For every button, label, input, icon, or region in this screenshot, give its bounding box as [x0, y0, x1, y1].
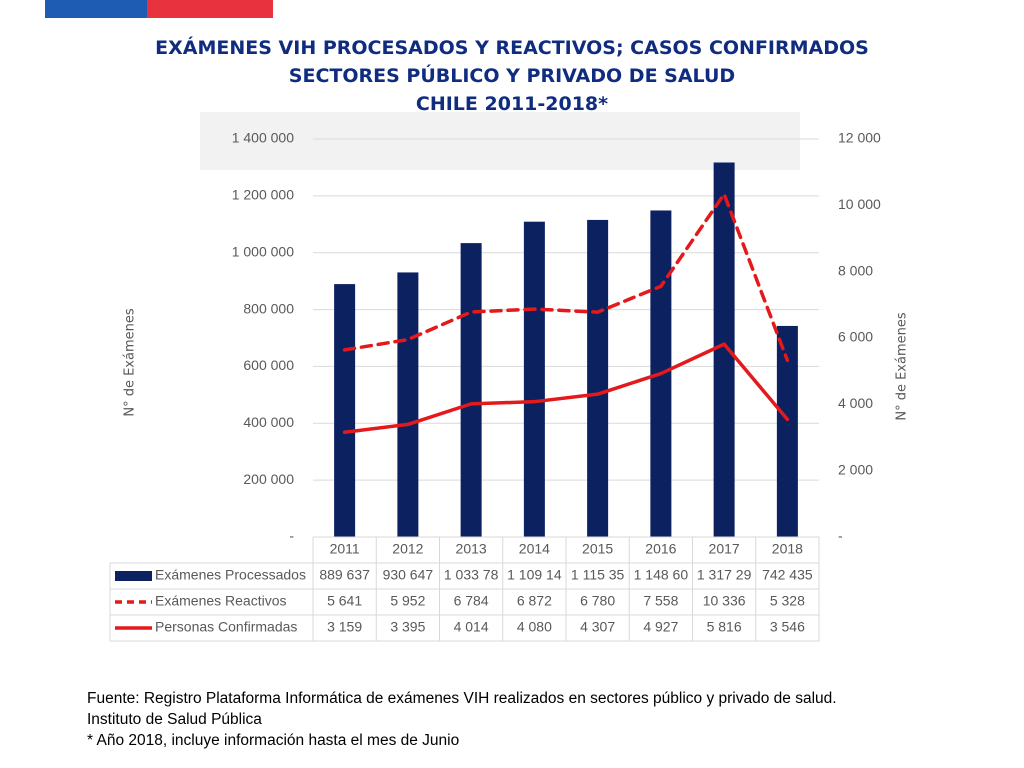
table-cell-value: 4 080: [517, 619, 552, 635]
y-axis-left-title: N° de Exámenes: [122, 307, 138, 417]
legend-label: Exámenes Processados: [155, 567, 306, 583]
x-tick-label: 2014: [519, 541, 550, 557]
bar: [776, 325, 798, 537]
x-tick-label: 2011: [330, 541, 360, 557]
table-cell-value: 6 872: [517, 593, 552, 609]
table-cell-value: 3 546: [770, 619, 805, 635]
bar: [397, 272, 419, 537]
y-left-tick-label: 1 000 000: [232, 243, 294, 259]
x-tick-label: 2015: [582, 541, 613, 557]
legend-label: Exámenes Reactivos: [155, 593, 287, 609]
source-line-2: Instituto de Salud Pública: [87, 711, 262, 728]
table-cell-value: 742 435: [762, 567, 813, 583]
table-cell-value: 10 336: [703, 593, 746, 609]
source-note: Fuente: Registro Plataforma Informática …: [87, 688, 987, 751]
table-cell-value: 930 647: [383, 567, 434, 583]
y-left-tick-label: 1 200 000: [232, 187, 294, 203]
x-tick-label: 2017: [709, 541, 740, 557]
title-line-3: CHILE 2011-2018*: [415, 93, 609, 115]
series-line-confirmadas: [342, 342, 790, 434]
table-cell-value: 5 641: [327, 593, 362, 609]
combo-chart: - 200 000 400 000 600 000 800 000 1 000 000 1 …: [109, 112, 881, 642]
source-line-1: Fuente: Registro Plataforma Informática …: [87, 690, 837, 707]
x-tick-label: 2013: [456, 541, 487, 557]
y-right-tick-label: -: [838, 528, 843, 544]
x-tick-label: 2018: [772, 541, 803, 557]
title-line-1: EXÁMENES VIH PROCESADOS Y REACTIVOS; CAS…: [155, 37, 869, 59]
table-cell-value: 3 395: [390, 619, 425, 635]
y-left-tick-label: 600 000: [243, 357, 294, 373]
bar: [523, 221, 545, 537]
y-left-tick-label: 800 000: [243, 300, 294, 316]
table-cell-value: 7 558: [643, 593, 678, 609]
y-left-tick-label: -: [289, 528, 294, 544]
y-left-tick-label: 1 400 000: [232, 130, 294, 146]
title-line-2: SECTORES PÚBLICO Y PRIVADO DE SALUD: [288, 65, 736, 87]
y-right-tick-label: 12 000: [838, 130, 881, 146]
table-cell-value: 4 307: [580, 619, 615, 635]
series-line-reactivos: [342, 192, 790, 363]
legend-label: Personas Confirmadas: [155, 619, 297, 635]
source-line-3: * Año 2018, incluye información hasta el…: [87, 732, 460, 749]
x-tick-label: 2012: [392, 541, 423, 557]
table-cell-value: 1 109 14: [507, 567, 562, 583]
y-right-tick-label: 8 000: [838, 262, 873, 278]
y-left-tick-label: 200 000: [243, 471, 294, 487]
table-cell-value: 5 328: [770, 593, 805, 609]
table-cell-value: 6 784: [454, 593, 489, 609]
bar: [334, 284, 356, 537]
table-cell-value: 889 637: [319, 567, 370, 583]
bar: [587, 219, 609, 537]
chart-title: EXÁMENES VIH PROCESADOS Y REACTIVOS; CAS…: [0, 34, 1024, 118]
y-right-tick-label: 10 000: [838, 196, 881, 212]
table-cell-value: 5 816: [707, 619, 742, 635]
table-cell-value: 1 033 78: [444, 567, 499, 583]
table-cell-value: 1 317 29: [697, 567, 752, 583]
y-right-tick-label: 4 000: [838, 395, 873, 411]
y-right-tick-label: 6 000: [838, 329, 873, 345]
table-cell-value: 5 952: [390, 593, 425, 609]
table-cell-value: 6 780: [580, 593, 615, 609]
table-cell-value: 4 927: [643, 619, 678, 635]
table-cell-value: 3 159: [327, 619, 362, 635]
plot-top-band: [200, 112, 800, 170]
flag-blue-stripe: [45, 0, 147, 18]
table-cell-value: 1 115 35: [571, 567, 625, 583]
table-cell-value: 4 014: [454, 619, 489, 635]
y-right-tick-label: 2 000: [838, 461, 873, 477]
flag-red-stripe: [147, 0, 273, 18]
y-left-tick-label: 400 000: [243, 414, 294, 430]
x-tick-label: 2016: [645, 541, 676, 557]
bar: [460, 243, 482, 537]
y-axis-right-title: N° de Exámenes: [894, 311, 910, 421]
bar: [713, 162, 735, 537]
table-cell-value: 1 148 60: [634, 567, 689, 583]
legend-key-bar: [115, 571, 152, 581]
